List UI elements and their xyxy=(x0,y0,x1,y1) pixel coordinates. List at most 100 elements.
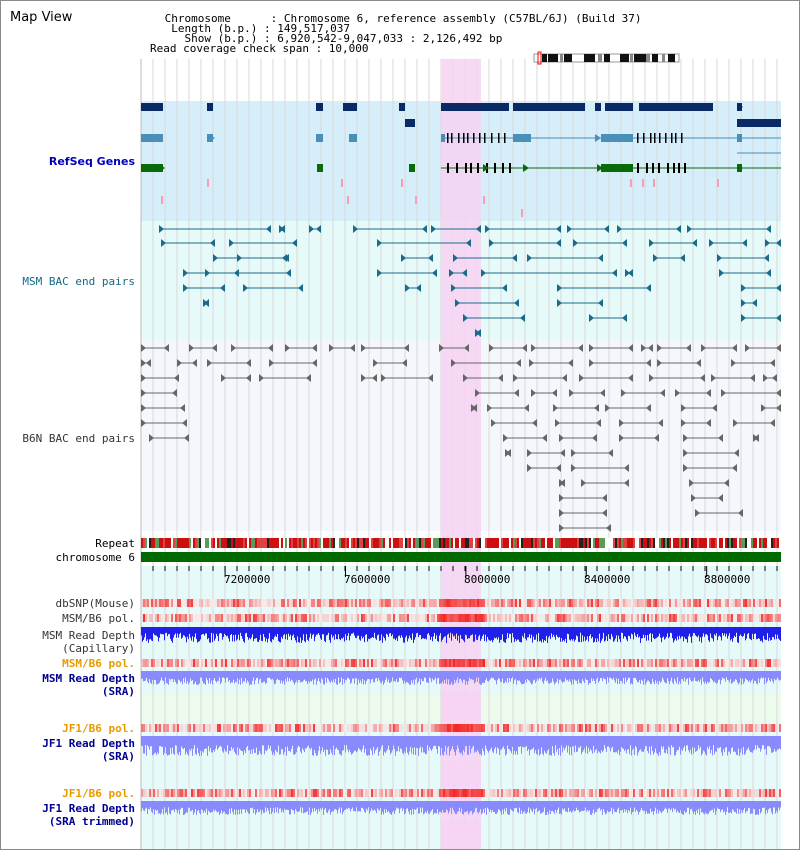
msm-pol-heat-cell xyxy=(357,614,359,622)
msm-pol-heat-cell xyxy=(301,614,303,622)
jf1-depth-trim-bar xyxy=(195,801,196,810)
msm-depth-sra-bar xyxy=(215,671,216,681)
jf1-depth-bar xyxy=(697,736,698,751)
jf1-depth-bar xyxy=(146,736,147,756)
msm-pol-heat-cell xyxy=(735,614,737,622)
jf1-depth-bar xyxy=(322,736,323,748)
msm-depth-capillary-bar xyxy=(336,627,337,640)
jf1-pol-heat-cell xyxy=(483,724,485,732)
refseq-exon xyxy=(684,163,686,173)
repeat-segment xyxy=(357,538,359,548)
msm-depth-capillary-bar xyxy=(709,627,710,642)
jf1-pol-heat-cell xyxy=(163,724,165,732)
jf1-depth-bar xyxy=(704,736,705,752)
msm-pol-sra-heat-cell xyxy=(277,659,279,667)
jf1-pol-heat-cell xyxy=(205,724,207,732)
msm-depth-sra-bar xyxy=(287,671,288,678)
jf1-depth-trim-bar xyxy=(276,801,277,813)
repeat-segment xyxy=(433,538,435,548)
dbsnp-heat-cell xyxy=(475,599,477,607)
msm-pol-heat-cell xyxy=(407,614,409,622)
jf1-pol-trim-heat-cell xyxy=(475,789,477,797)
msm-depth-sra-bar xyxy=(741,671,742,685)
jf1-depth-bar xyxy=(636,736,637,748)
jf1-pol-heat-cell xyxy=(239,724,241,732)
msm-depth-sra-bar xyxy=(208,671,209,684)
msm-depth-sra-bar xyxy=(726,671,727,678)
msm-depth-sra-bar xyxy=(637,671,638,683)
msm-depth-sra-bar xyxy=(276,671,277,680)
msm-pol-sra-heat-cell xyxy=(703,659,705,667)
msm-depth-sra-bar xyxy=(305,671,306,681)
jf1-depth-trim-bar xyxy=(342,801,343,815)
jf1-pol-trim-heat-cell xyxy=(563,789,565,797)
msm-depth-sra-bar xyxy=(350,671,351,684)
b6n-bac-pair-end xyxy=(141,374,146,382)
msm-bac-pair-end xyxy=(741,299,746,307)
jf1-pol-heat-cell xyxy=(197,724,199,732)
repeat-segment xyxy=(517,538,519,548)
jf1-depth-bar xyxy=(302,736,303,749)
b6n-bac-pair-end xyxy=(602,494,607,502)
msm-depth-sra-bar xyxy=(573,671,574,685)
msm-depth-sra-bar xyxy=(166,671,167,683)
jf1-depth-trim-bar xyxy=(450,801,451,808)
msm-depth-sra-bar xyxy=(707,671,708,682)
msm-depth-sra-bar xyxy=(241,671,242,678)
repeat-segment xyxy=(245,538,247,548)
msm-pol-heat-cell xyxy=(551,614,553,622)
jf1-depth-trim-bar xyxy=(439,801,440,812)
b6n-bac-pair-end xyxy=(654,434,659,442)
msm-depth-sra-bar xyxy=(301,671,302,683)
jf1-pol-heat-cell xyxy=(691,724,693,732)
msm-pol-sra-heat-cell xyxy=(561,659,563,667)
msm-pol-heat-cell xyxy=(461,614,463,622)
msm-depth-sra-bar xyxy=(569,671,570,680)
jf1-depth-bar xyxy=(547,736,548,751)
jf1-pol-trim-heat-cell xyxy=(359,789,361,797)
jf1-pol-trim-heat-cell xyxy=(183,789,185,797)
jf1-depth-bar xyxy=(778,736,779,750)
jf1-depth-bar xyxy=(772,736,773,753)
msm-depth-capillary-bar xyxy=(297,627,298,637)
msm-depth-capillary-bar xyxy=(156,627,157,636)
b6n-bac-pair-end xyxy=(246,359,251,367)
jf1-depth-trim-bar xyxy=(646,801,647,812)
jf1-depth-trim-bar xyxy=(658,801,659,814)
msm-depth-capillary-bar xyxy=(422,627,423,639)
msm-depth-capillary-bar xyxy=(167,627,168,637)
jf1-pol-heat-cell xyxy=(689,724,691,732)
jf1-depth-bar xyxy=(404,736,405,752)
jf1-depth-bar xyxy=(196,736,197,755)
jf1-depth-trim-bar xyxy=(356,801,357,808)
msm-pol-sra-heat-cell xyxy=(727,659,729,667)
dbsnp-heat-cell xyxy=(775,599,777,607)
jf1-depth-bar xyxy=(601,736,602,751)
msm-pol-heat-cell xyxy=(487,614,489,622)
jf1-depth-bar xyxy=(563,736,564,748)
jf1-pol-heat-cell xyxy=(683,724,685,732)
msm-bac-pair-end xyxy=(556,225,561,233)
msm-depth-capillary-bar xyxy=(177,627,178,634)
msm-depth-sra-bar xyxy=(435,671,436,678)
jf1-depth-bar xyxy=(414,736,415,748)
msm-depth-sra-bar xyxy=(649,671,650,683)
jf1-depth-bar xyxy=(511,736,512,754)
msm-depth-sra-bar xyxy=(312,671,313,680)
jf1-pol-trim-heat-cell xyxy=(211,789,213,797)
dbsnp-heat-cell xyxy=(151,599,153,607)
msm-depth-sra-bar xyxy=(567,671,568,680)
jf1-pol-heat-cell xyxy=(261,724,263,732)
msm-depth-capillary-bar xyxy=(531,627,532,635)
msm-depth-sra-bar xyxy=(402,671,403,681)
repeat-segment xyxy=(387,538,389,548)
dbsnp-heat-cell xyxy=(339,599,341,607)
msm-pol-heat-cell xyxy=(457,614,459,622)
msm-pol-sra-heat-cell xyxy=(555,659,557,667)
jf1-depth-trim-bar xyxy=(633,801,634,812)
jf1-pol-heat-cell xyxy=(581,724,583,732)
jf1-pol-heat-cell xyxy=(761,724,763,732)
jf1-pol-heat-cell xyxy=(627,724,629,732)
jf1-depth-trim-bar xyxy=(344,801,345,811)
